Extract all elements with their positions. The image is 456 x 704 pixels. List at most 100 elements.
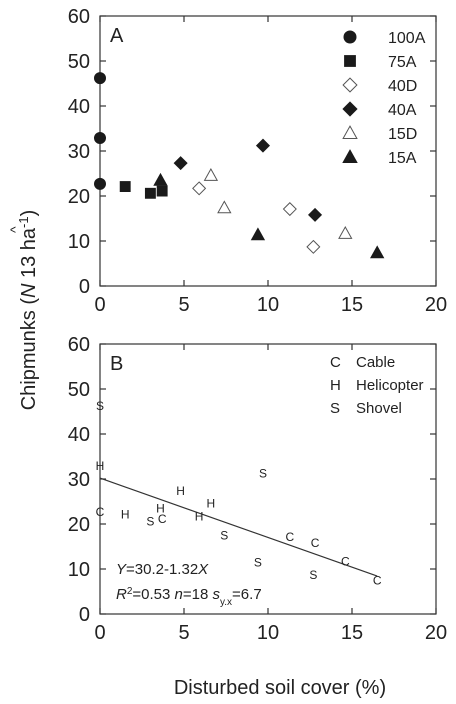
legend-label-H: Helicopter [356,377,424,394]
data-point-C: C [373,574,382,588]
data-point-100A [94,131,106,144]
legend-label-100A: 100A [388,30,426,47]
data-point-40D [282,202,297,217]
data-point-S: S [259,467,267,481]
data-point-15A [250,227,266,241]
regression-annotation: Y=30.2-1.32X R2=0.53 n=18 sy.x=6.7 [116,561,262,608]
panel-label: B [110,353,123,375]
legend-marker-15D [342,125,358,140]
legend-code-S: S [330,400,340,417]
panel-a: 0 5 10 15 20 0 10 20 30 40 50 60 A 100A 75A 40D 40A 15D 15… [68,6,447,316]
data-point-15A [370,245,385,259]
y-axis-label: Chipmunks (N 13 ha-1) [16,210,41,411]
regression-stats: R2=0.53 n=18 sy.x=6.7 [116,586,262,608]
legend-code-H: H [330,377,341,394]
data-point-40A [308,207,323,222]
y-axis-label-n: N [18,283,40,298]
data-point-40D [192,181,207,196]
n-val: =18 [183,586,213,603]
n-hat-caret: ^ [7,226,23,233]
x-tick-label: 20 [425,622,447,644]
y-axis-label-exp: -1 [16,216,31,228]
plot-frame [99,15,437,287]
legend-label-40A: 40A [388,102,417,119]
x-tick-label: 15 [341,622,363,644]
y-axis-label-unit: 13 ha [18,227,40,283]
legend-code-C: C [330,354,341,371]
y-axis-label-prefix: Chipmunks ( [18,298,40,411]
legend-label-S: Shovel [356,400,402,417]
data-point-C: C [96,505,105,519]
data-point-C: C [158,512,167,526]
data-point-S: S [220,529,228,543]
data-point-C: C [286,530,295,544]
data-point-C: C [311,536,320,550]
eq-mid: =30.2-1.32 [126,561,198,578]
n-label: n [175,586,183,603]
data-point-15D [217,200,232,214]
data-point-75A [156,185,168,197]
x-tick-label: 5 [178,622,189,644]
data-point-H: H [176,484,185,498]
data-point-S: S [96,399,104,413]
regression-equation: Y=30.2-1.32X [116,561,209,578]
data-point-S: S [309,568,317,582]
y-tick-label: 60 [68,334,90,356]
r-exp: 2 [127,586,133,597]
data-point-40D [306,239,321,254]
data-point-100A [94,177,106,190]
y-tick-label: 20 [68,514,90,536]
data-point-H: H [96,459,105,473]
s-val: =6.7 [232,586,262,603]
regression-line [99,477,378,577]
data-point-H: H [121,508,130,522]
y-tick-label: 10 [68,231,90,253]
data-point-40A [255,138,270,153]
data-point-S: S [146,514,154,528]
data-point-S: S [254,556,262,570]
y-tick-label: 20 [68,186,90,208]
y-tick-label: 30 [68,469,90,491]
y-tick-label: 40 [68,96,90,118]
legend-marker-15A [342,149,358,164]
y-tick-label: 40 [68,424,90,446]
legend-label-75A: 75A [388,54,417,71]
legend-marker-75A [344,55,356,67]
x-tick-label: 10 [257,622,279,644]
data-point-C: C [341,554,350,568]
data-point-15D [338,225,353,239]
eq-x: X [197,561,209,578]
x-axis-label: Disturbed soil cover (%) [174,677,386,699]
legend-marker-40A [342,101,358,117]
panel-label: A [110,25,124,47]
legend-label-15A: 15A [388,150,417,167]
legend-label-C: Cable [356,354,395,371]
x-tick-label: 15 [341,294,363,316]
legend-label-15D: 15D [388,126,417,143]
y-tick-label: 50 [68,379,90,401]
y-tick-label: 30 [68,141,90,163]
y-tick-label: 60 [68,6,90,28]
data-point-15D [203,167,219,181]
eq-y: Y [116,561,127,578]
data-point-40A [173,156,188,171]
data-point-H: H [195,509,204,523]
legend-label-40D: 40D [388,78,417,95]
data-point-75A [119,181,131,193]
legend-marker-40D [342,77,358,93]
s-sub: y.x [220,597,232,608]
y-tick-label: 0 [79,276,90,298]
x-tick-label: 0 [94,622,105,644]
data-point-H: H [207,496,216,510]
data-point-100A [94,72,106,85]
s-label: s [213,586,221,603]
data-point-75A [144,187,156,199]
x-tick-label: 5 [178,294,189,316]
x-tick-label: 20 [425,294,447,316]
y-tick-label: 10 [68,559,90,581]
r-label: R [116,586,127,603]
x-tick-label: 10 [257,294,279,316]
y-tick-label: 50 [68,51,90,73]
